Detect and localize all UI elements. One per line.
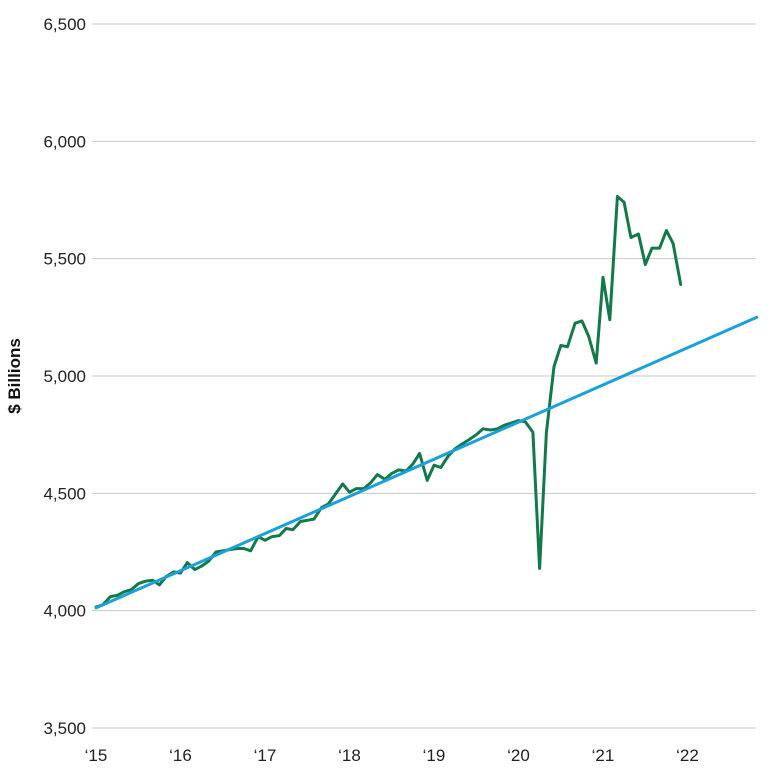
y-tick-label: 6,000 (43, 132, 86, 151)
series-lines (94, 195, 759, 610)
y-axis-title: $ Billions (5, 338, 24, 414)
x-tick-label: ‘21 (592, 746, 615, 765)
y-tick-label: 6,500 (43, 15, 86, 34)
y-tick-label: 4,500 (43, 484, 86, 503)
x-tick-label: ‘18 (338, 746, 361, 765)
x-tick-label: ‘22 (676, 746, 699, 765)
series-line-1 (94, 195, 683, 609)
y-tick-label: 4,000 (43, 602, 86, 621)
x-tick-label: ‘15 (85, 746, 108, 765)
y-tick-label: 5,000 (43, 367, 86, 386)
x-tick-label: ‘20 (507, 746, 530, 765)
x-tick-label: ‘16 (169, 746, 192, 765)
x-tick-label: ‘17 (254, 746, 277, 765)
y-tick-label: 5,500 (43, 250, 86, 269)
x-tick-label: ‘19 (423, 746, 446, 765)
x-axis-tick-labels: ‘15 ‘16 ‘17 ‘18 ‘19 ‘20 ‘21 ‘22 (85, 746, 699, 765)
y-tick-label: 3,500 (43, 719, 86, 738)
y-axis-tick-labels: 3,500 4,000 4,500 5,000 5,500 6,000 6,500 (43, 15, 86, 738)
gridlines (92, 23, 756, 729)
series-line-2 (94, 315, 759, 610)
